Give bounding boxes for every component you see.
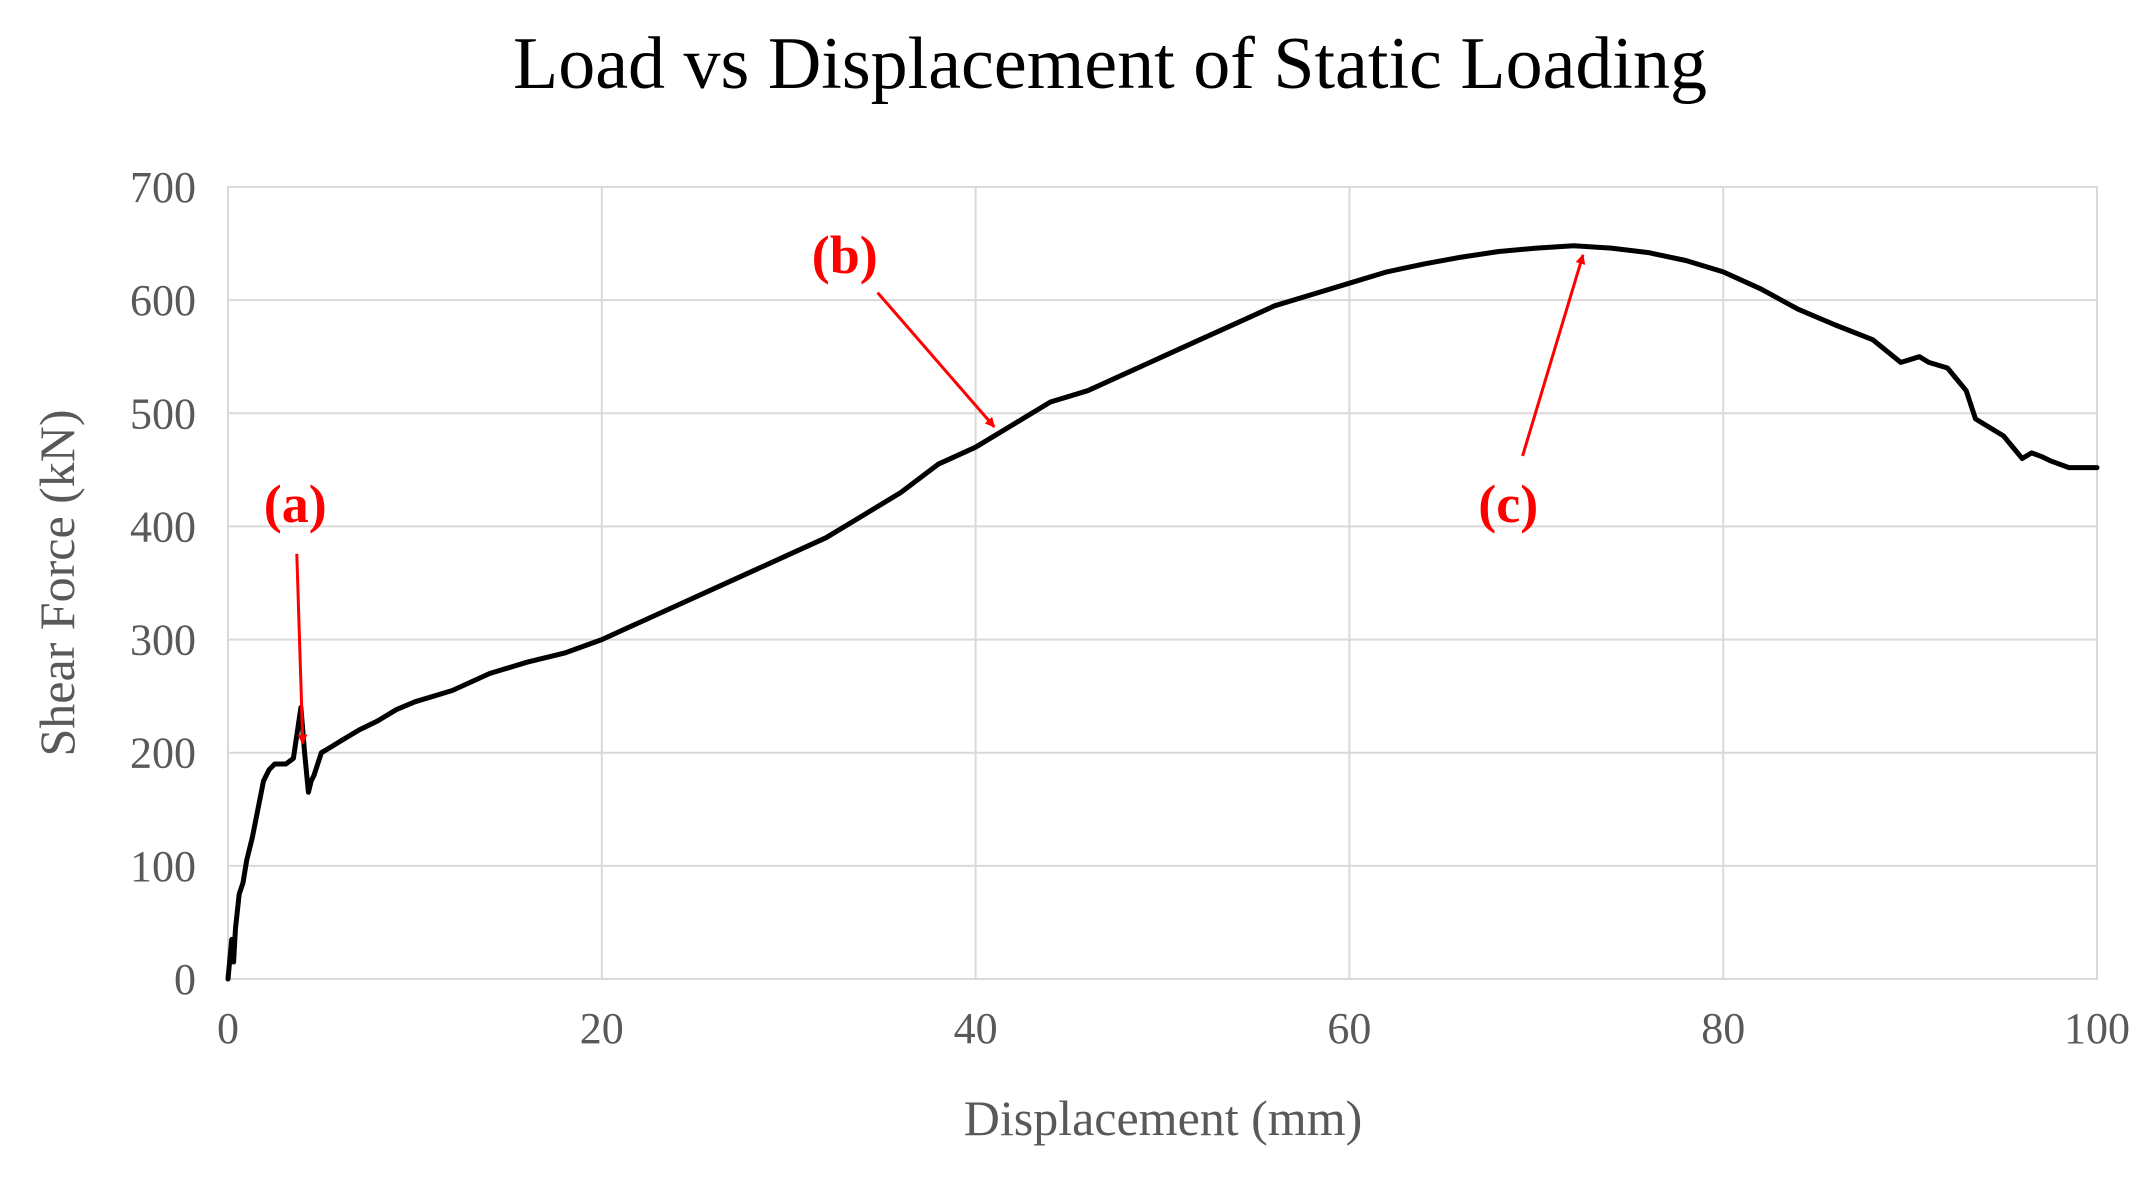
y-tick-label: 600 [130, 276, 196, 325]
y-tick-label: 200 [130, 729, 196, 778]
plot-area-border [227, 186, 2098, 980]
series-line [225, 243, 2100, 982]
x-tick-label: 100 [2064, 1004, 2130, 1053]
y-tick-label: 500 [130, 389, 196, 438]
y-tick-label: 700 [130, 163, 196, 212]
tick-label-layer: 0 100 200 300 400 500 600 700 0 20 40 60 80 100 [130, 163, 2130, 1053]
x-axis-label: Displacement (mm) [964, 1090, 1363, 1146]
annotation-arrow [295, 553, 308, 745]
x-tick-label: 60 [1327, 1004, 1371, 1053]
x-tick-label: 0 [217, 1004, 239, 1053]
annotation-arrow [876, 291, 996, 428]
y-tick-label: 400 [130, 502, 196, 551]
grid-layer [227, 186, 2098, 980]
x-tick-label: 80 [1701, 1004, 1745, 1053]
annotation-label: (c) [1478, 474, 1538, 534]
x-tick-label: 40 [954, 1004, 998, 1053]
x-tick-label: 20 [580, 1004, 624, 1053]
y-tick-label: 100 [130, 842, 196, 891]
y-tick-label: 0 [174, 955, 196, 1004]
annotation-label: (a) [264, 474, 327, 534]
series-layer [225, 243, 2100, 982]
chart-title: Load vs Displacement of Static Loading [513, 23, 1707, 105]
annotation-label: (b) [812, 225, 878, 285]
y-axis-label: Shear Force (kN) [29, 409, 85, 756]
annotation-layer: (a) (b) (c) [264, 225, 1586, 745]
annotation-arrow [1521, 253, 1586, 457]
y-tick-label: 300 [130, 616, 196, 665]
